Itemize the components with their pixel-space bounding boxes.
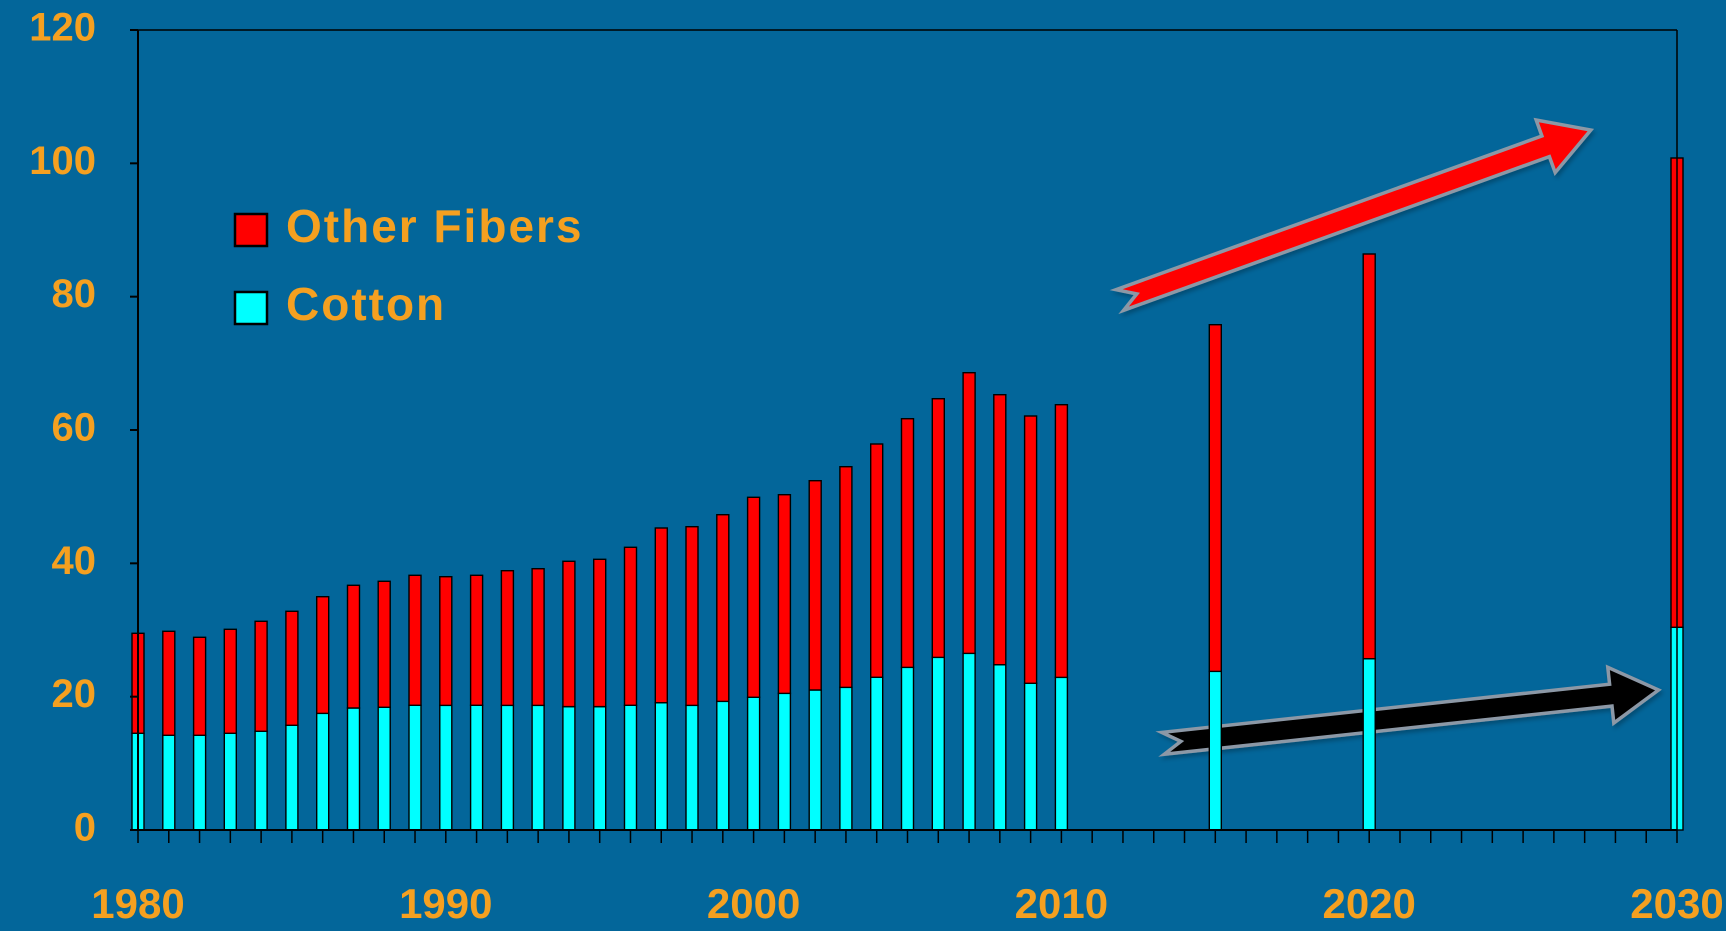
legend-label-other-fibers: Other Fibers <box>286 200 584 252</box>
bar-cotton-1985 <box>285 724 299 831</box>
bar-cotton-1996 <box>623 704 638 831</box>
bar-cotton-2004 <box>870 676 884 831</box>
bar-cotton-1983 <box>223 732 238 831</box>
bar-other-fibers-1988 <box>377 580 391 708</box>
bar-other-fibers-1984 <box>254 620 268 732</box>
bar-cotton-1982 <box>192 734 207 831</box>
bar-cotton-1986 <box>316 712 330 831</box>
x-tick-label-2030: 2030 <box>1630 880 1723 927</box>
bar-other-fibers-1993 <box>531 568 545 707</box>
bar-other-fibers-1992 <box>500 570 515 707</box>
bars <box>131 157 1684 831</box>
bar-other-fibers-1986 <box>316 596 330 715</box>
axes: 0 20 40 60 80 100 120 1980 1990 2000 2010 2020 2030 <box>29 6 1723 927</box>
bar-cotton-1990 <box>439 704 453 831</box>
bar-cotton-1997 <box>654 702 668 831</box>
bar-cotton-2003 <box>839 686 853 831</box>
bar-other-fibers-1997 <box>654 527 668 704</box>
y-tick-label-60: 60 <box>52 406 97 450</box>
bar-cotton-2006 <box>931 656 945 831</box>
bar-cotton-1994 <box>562 706 576 831</box>
bar-other-fibers-2006 <box>931 398 945 659</box>
x-tick-label-1980: 1980 <box>91 880 184 927</box>
bar-other-fibers-2007 <box>962 372 976 655</box>
bar-other-fibers-2000 <box>746 496 761 698</box>
bar-cotton-1999 <box>716 700 730 831</box>
other-fibers-growth-trend-arrow <box>1109 117 1595 315</box>
bar-other-fibers-2005 <box>900 418 915 669</box>
bar-cotton-2000 <box>746 696 761 831</box>
bar-other-fibers-2002 <box>808 480 822 691</box>
bar-other-fibers-1994 <box>562 560 576 708</box>
bar-other-fibers-2020 <box>1362 253 1376 660</box>
bar-cotton-2002 <box>808 689 822 831</box>
trend-arrows <box>1109 117 1662 757</box>
bar-cotton-2015 <box>1208 670 1223 831</box>
bar-cotton-2020 <box>1362 658 1376 831</box>
bar-cotton-1995 <box>593 706 607 831</box>
y-tick-label-40: 40 <box>52 539 97 583</box>
bar-cotton-1981 <box>162 734 176 831</box>
y-tick-label-100: 100 <box>29 139 96 183</box>
bar-cotton-1991 <box>469 704 484 831</box>
legend-label-cotton: Cotton <box>286 278 446 330</box>
bar-other-fibers-2009 <box>1023 415 1038 684</box>
x-tick-label-2020: 2020 <box>1322 880 1415 927</box>
bar-other-fibers-1985 <box>285 610 299 726</box>
legend: Other Fibers Cotton <box>233 200 584 330</box>
bar-cotton-1993 <box>531 704 545 831</box>
bar-other-fibers-2001 <box>777 494 792 695</box>
bar-cotton-2010 <box>1054 676 1069 831</box>
bar-other-fibers-2008 <box>993 394 1007 666</box>
x-tick-label-2010: 2010 <box>1015 880 1108 927</box>
legend-swatch-cotton <box>233 290 269 326</box>
bar-cotton-2001 <box>777 692 792 831</box>
cotton-growth-trend-arrow <box>1155 664 1662 757</box>
bar-cotton-2005 <box>900 666 915 831</box>
y-tick-label-120: 120 <box>29 6 96 50</box>
bar-cotton-1992 <box>500 704 515 831</box>
bar-other-fibers-1999 <box>716 514 730 703</box>
x-tick-label-1990: 1990 <box>399 880 492 927</box>
bar-other-fibers-1996 <box>623 546 638 706</box>
bar-cotton-2008 <box>993 664 1007 831</box>
bar-cotton-1998 <box>685 704 699 831</box>
bar-other-fibers-1995 <box>593 558 607 708</box>
y-tick-label-0: 0 <box>74 806 96 850</box>
bar-cotton-1989 <box>408 704 422 831</box>
bar-other-fibers-1983 <box>223 628 238 734</box>
bar-cotton-2007 <box>962 652 976 831</box>
bar-other-fibers-1998 <box>685 526 699 707</box>
bar-other-fibers-2010 <box>1054 404 1069 679</box>
bar-other-fibers-1982 <box>192 636 207 736</box>
y-tick-label-80: 80 <box>52 272 97 316</box>
bar-cotton-1984 <box>254 730 268 831</box>
bar-other-fibers-1990 <box>439 576 453 707</box>
bar-other-fibers-2004 <box>870 443 884 679</box>
bar-other-fibers-1989 <box>408 574 422 706</box>
bar-other-fibers-1991 <box>469 574 484 706</box>
bar-cotton-1987 <box>346 707 361 831</box>
legend-swatch-other-fibers <box>233 212 269 248</box>
bar-cotton-1988 <box>377 706 391 831</box>
bar-other-fibers-2015 <box>1208 324 1223 673</box>
x-tick-label-2000: 2000 <box>707 880 800 927</box>
bar-other-fibers-1981 <box>162 630 176 736</box>
y-tick-label-20: 20 <box>52 672 97 716</box>
bar-cotton-2009 <box>1023 682 1038 831</box>
bar-other-fibers-1987 <box>346 584 361 709</box>
bar-other-fibers-2003 <box>839 466 853 689</box>
